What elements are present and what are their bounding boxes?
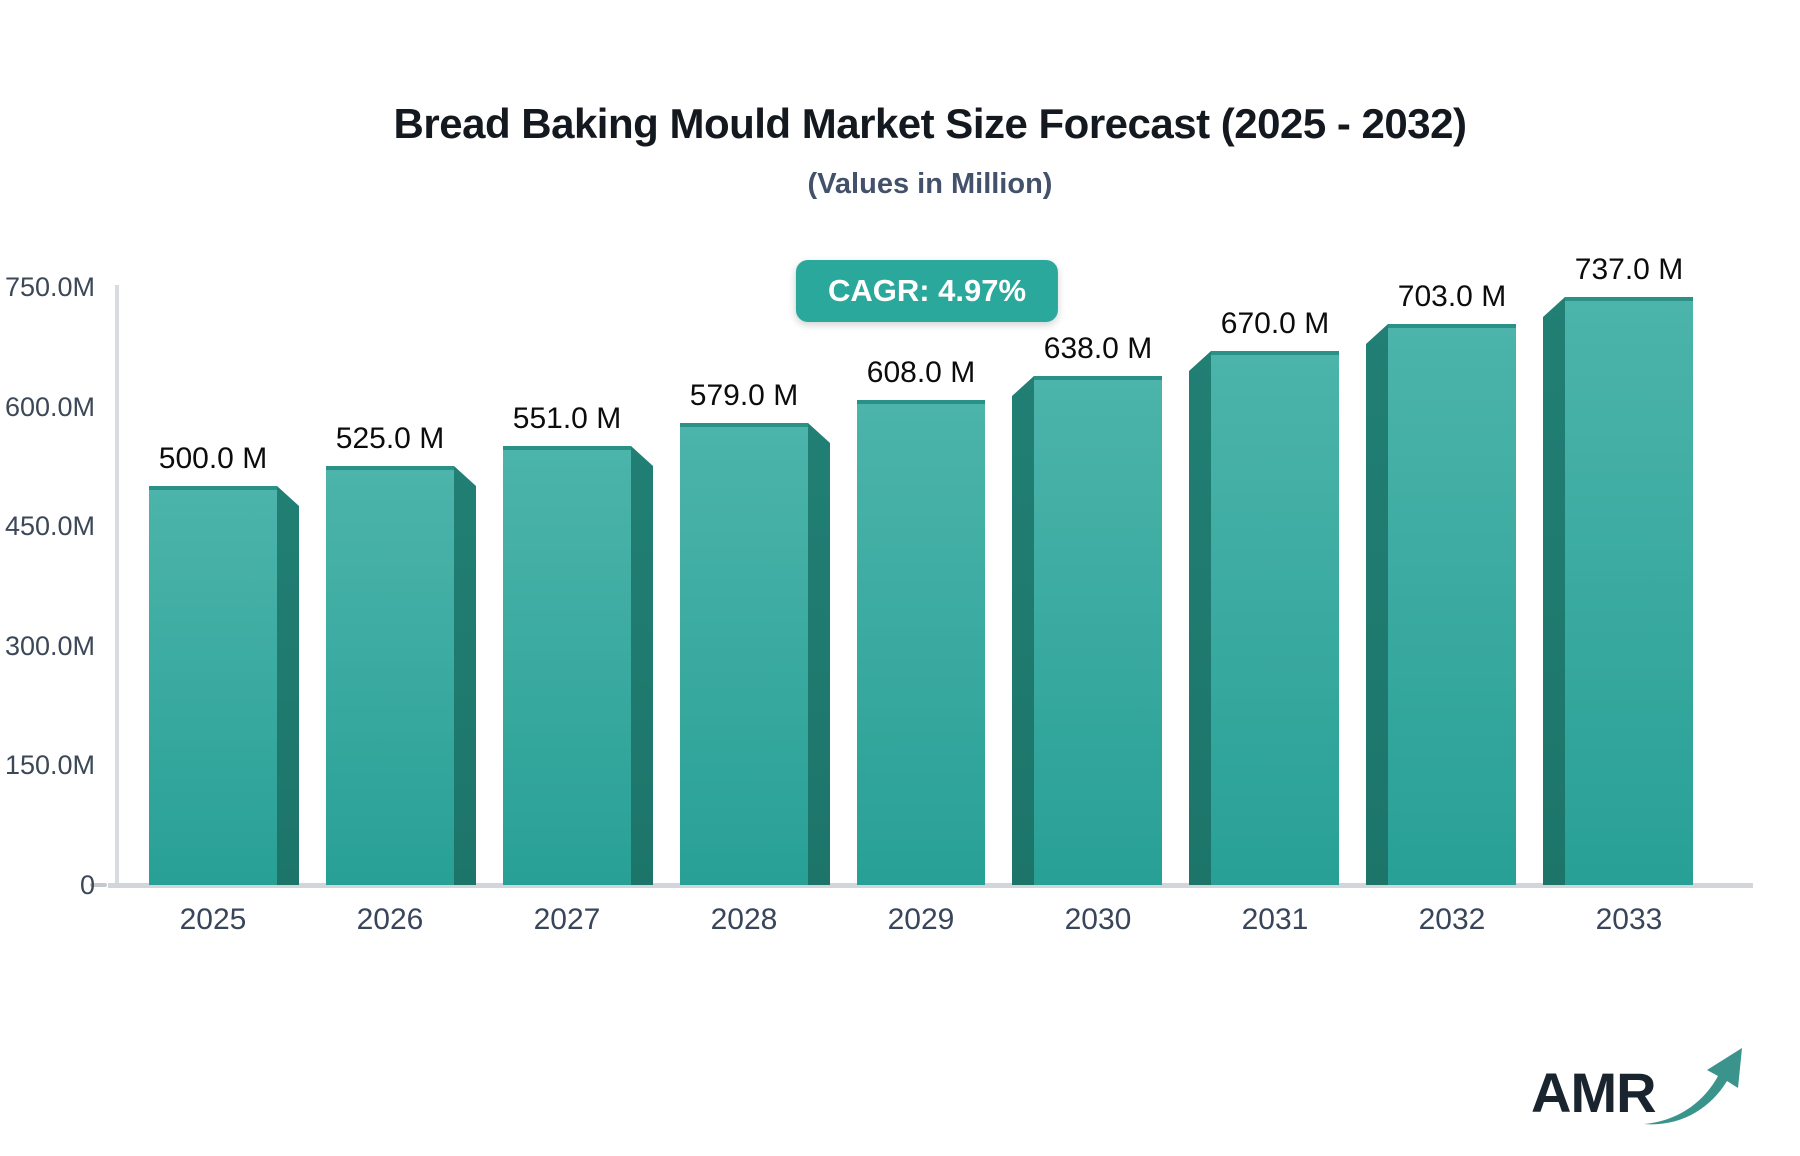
bar-2033 [1565, 297, 1693, 885]
trend-up-arrow-icon [1642, 1042, 1746, 1133]
x-axis-tick-label: 2031 [1241, 903, 1309, 936]
plot-area: 750.0M 600.0M 450.0M 300.0M 150.0M 0 500.0 M 20… [5, 253, 1753, 936]
bar-value-label: 551.0 M [512, 402, 622, 435]
x-axis-tick-label: 2025 [179, 903, 247, 936]
logo-text: AMR [1531, 1061, 1657, 1124]
bar-2027 [503, 446, 631, 885]
x-axis-tick-label: 2030 [1064, 903, 1132, 936]
y-axis-tick-label: 600.0M [4, 391, 95, 422]
bar-side-3d [808, 423, 830, 885]
bar-value-label: 703.0 M [1397, 280, 1507, 313]
x-axis-tick-label: 2026 [356, 903, 424, 936]
x-axis-tick-label: 2029 [887, 903, 955, 936]
y-axis-tick-label: 750.0M [4, 272, 95, 302]
bar-side-3d [1543, 297, 1565, 885]
bar-side-3d [277, 486, 299, 885]
zero-tick-mark [90, 883, 107, 887]
bar-value-label: 500.0 M [158, 442, 268, 475]
y-axis-tick-label: 450.0M [4, 511, 95, 542]
bar-value-label: 737.0 M [1574, 253, 1684, 286]
x-axis-tick-label: 2032 [1418, 903, 1486, 936]
bar-value-label: 608.0 M [866, 356, 976, 389]
bar-2030 [1034, 376, 1162, 885]
y-axis-line [115, 285, 119, 887]
x-axis-tick-label: 2033 [1595, 903, 1663, 936]
brand-logo: AMR [1531, 1030, 1746, 1125]
bar-value-label: 670.0 M [1220, 307, 1330, 340]
x-axis-line [108, 883, 1753, 888]
bar-side-3d [1189, 351, 1211, 885]
bar-value-label: 525.0 M [335, 422, 445, 455]
bar-side-3d [454, 466, 476, 885]
y-axis-tick-label: 300.0M [4, 630, 95, 661]
bar-2032 [1388, 324, 1516, 885]
cagr-badge: CAGR: 4.97% [795, 260, 1059, 322]
bar-value-label: 579.0 M [689, 379, 799, 412]
bar-value-label: 638.0 M [1043, 332, 1153, 365]
bar-side-3d [1366, 324, 1388, 885]
x-axis-tick-label: 2028 [710, 903, 778, 936]
bar-2029 [857, 400, 985, 885]
bar-2026 [326, 466, 454, 885]
bar-2031 [1211, 351, 1339, 885]
bar-side-3d [1012, 376, 1034, 885]
chart-subtitle: (Values in Million) [807, 168, 1053, 200]
y-axis-tick-label: 150.0M [4, 750, 95, 781]
bar-2028 [680, 423, 808, 885]
bar-2025 [149, 486, 277, 885]
bar-side-3d [631, 446, 653, 885]
x-axis-tick-label: 2027 [533, 903, 601, 936]
y-axis-tick-label: 0 [79, 870, 95, 900]
chart-title: Bread Baking Mould Market Size Forecast … [393, 100, 1467, 147]
